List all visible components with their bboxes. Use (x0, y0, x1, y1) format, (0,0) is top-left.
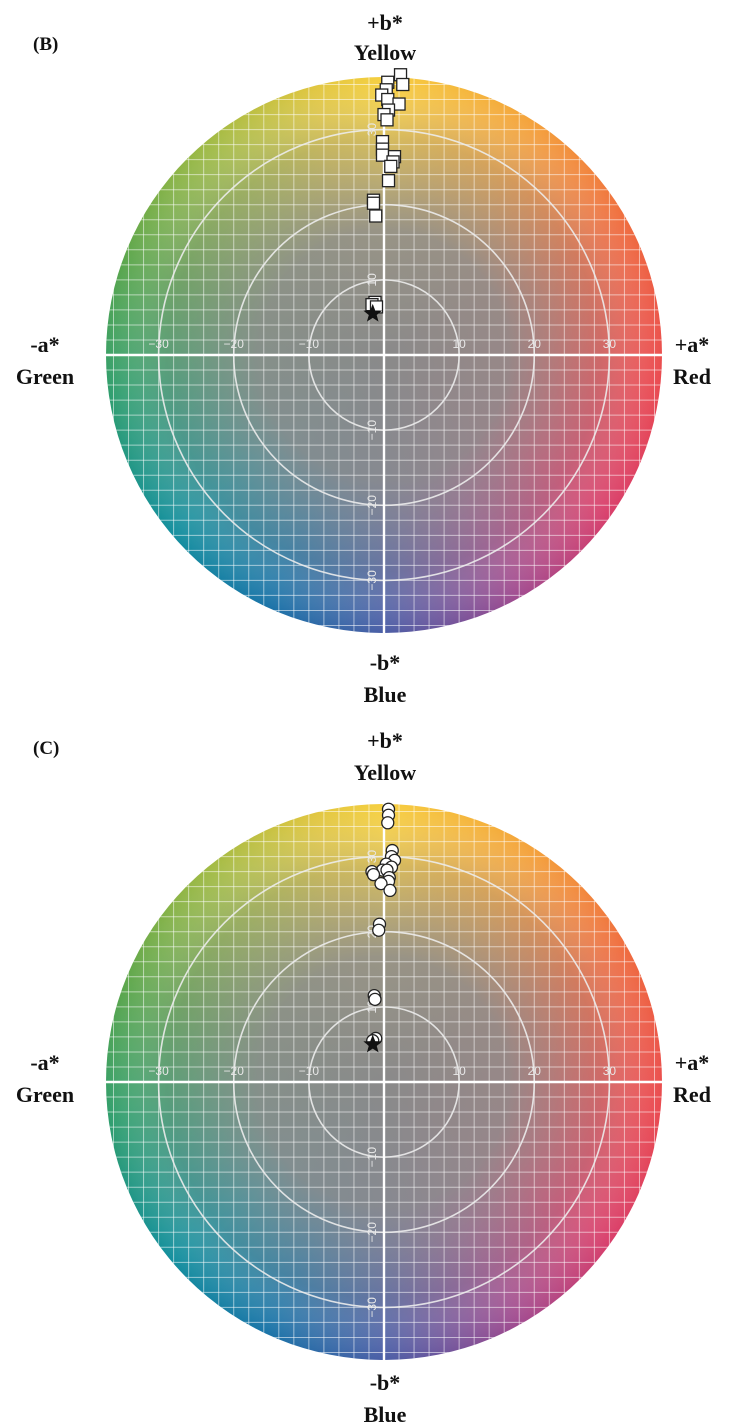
x-tick-label-c: 20 (528, 1064, 542, 1078)
x-tick-label-c: −30 (148, 1064, 169, 1078)
data-point-c-2 (381, 816, 395, 830)
right-sign-label-c: +a* (674, 1050, 710, 1075)
panel-c: −30 −20 −10 10 20 30 −30 −20 −10 10 20 30 (C) +b* Y… (0, 714, 729, 1428)
bottom-sign-label-b: -b* (369, 650, 401, 675)
y-tick-label-b: −10 (365, 420, 379, 441)
right-name-label-c: Red (673, 1082, 711, 1107)
right-sign-label-b: +a* (674, 332, 710, 357)
x-tick-label-b: −10 (299, 337, 320, 351)
x-tick-label-b: −30 (148, 337, 169, 351)
data-point-c-14 (374, 876, 388, 891)
data-point-c-15 (383, 883, 397, 898)
y-tick-label-c: −10 (365, 1147, 379, 1168)
y-tick-label-c: −20 (365, 1222, 379, 1243)
data-point-b-9 (380, 113, 394, 127)
bottom-name-label-c: Blue (363, 1402, 407, 1427)
data-point-b-16 (381, 174, 396, 188)
panel-label-b: (B) (33, 34, 59, 55)
x-tick-label-c: 30 (603, 1064, 617, 1078)
left-sign-label-c: -a* (30, 1050, 60, 1075)
y-tick-label-b: −30 (365, 570, 379, 591)
y-tick-label-b: 10 (365, 273, 379, 287)
y-tick-label-c: −30 (365, 1297, 379, 1318)
top-sign-label-c: +b* (367, 728, 403, 753)
data-points-b (365, 68, 410, 314)
data-point-c-11 (366, 867, 381, 882)
x-tick-label-b: 20 (528, 337, 542, 351)
bottom-sign-label-c: -b* (369, 1370, 401, 1395)
x-tick-label-c: −20 (224, 1064, 245, 1078)
left-name-label-b: Green (15, 364, 75, 389)
x-tick-label-b: 10 (452, 337, 466, 351)
top-sign-label-b: +b* (367, 10, 403, 35)
bottom-name-label-b: Blue (363, 682, 407, 707)
y-tick-label-b: −20 (365, 495, 379, 516)
right-name-label-b: Red (673, 364, 711, 389)
reference-star-c (363, 1034, 383, 1053)
x-tick-label-b: −20 (224, 337, 245, 351)
y-tick-label-b: 30 (365, 123, 379, 137)
x-tick-label-c: 10 (452, 1064, 466, 1078)
data-point-c-17 (372, 923, 386, 937)
data-point-b-15 (384, 159, 398, 174)
panel-label-c: (C) (33, 738, 60, 759)
data-point-c-19 (368, 992, 382, 1007)
x-tick-label-c: −10 (299, 1064, 320, 1078)
left-name-label-c: Green (15, 1082, 75, 1107)
top-name-label-b: Yellow (353, 40, 417, 65)
x-tick-label-b: 30 (603, 337, 617, 351)
data-point-b-18 (366, 196, 381, 210)
data-point-b-1 (396, 77, 410, 92)
left-sign-label-b: -a* (30, 332, 60, 357)
reference-star-b (363, 303, 383, 322)
top-name-label-c: Yellow (353, 760, 417, 785)
data-point-b-19 (369, 209, 383, 223)
y-tick-label-c: 30 (365, 850, 379, 864)
